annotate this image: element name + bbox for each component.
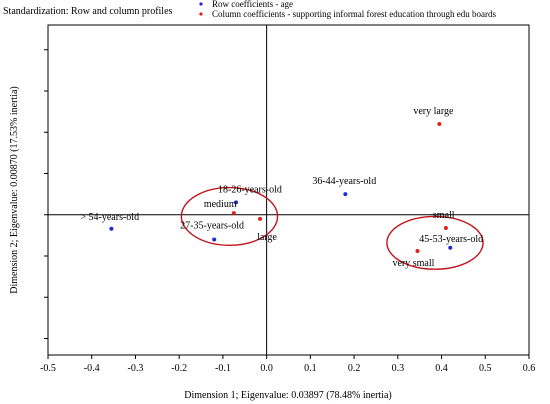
legend-marker-2 [199, 12, 203, 16]
x-tick-label: -0.5 [40, 363, 56, 374]
point-27-35-years-old [212, 237, 217, 242]
x-tick-label: 0.2 [348, 363, 361, 374]
cluster-ellipse-2 [386, 215, 484, 270]
point-18-26-years-old [234, 200, 239, 205]
point-label-45-53-years-old: 45-53-years-old [419, 234, 483, 245]
point-label-36-44-years-old: 36-44-years-old [312, 176, 376, 187]
point-label-27-35-years-old: 27-35-years-old [180, 221, 244, 232]
x-tick-label: -0.4 [84, 363, 100, 374]
x-tick-label: 0.3 [392, 363, 405, 374]
point-very-small [415, 249, 420, 254]
x-tick-label: 0.4 [435, 363, 448, 374]
point-36-44-years-old [343, 192, 348, 197]
legend-label-1: Row coefficients - age [212, 0, 293, 9]
x-tick-label: 0.6 [523, 363, 536, 374]
x-tick-label: -0.1 [215, 363, 231, 374]
point-very-large [437, 122, 442, 126]
point-label-very-small: very small [392, 258, 434, 269]
x-axis-ticks: -0.5 -0.4 -0.3 -0.2 -0.1 0.0 0.1 0.2 0.3 0.4 0.5 0.… [40, 355, 535, 374]
point-54-years-old [109, 226, 114, 231]
point-label-54-years-old: > 54-years-old [80, 212, 139, 223]
x-tick-label: 0.5 [479, 363, 492, 374]
x-tick-label: 0.0 [260, 363, 273, 374]
legend-label-2: Column coefficients - supporting informa… [212, 9, 497, 19]
y-axis-label: Dimension 2; Eigenvalue: 0.00870 (17.53%… [9, 86, 20, 293]
x-tick-label: 0.1 [304, 363, 317, 374]
cluster-ellipses [180, 186, 484, 270]
cluster-ellipse-1 [180, 186, 279, 246]
point-label-18-26-years-old: 18-26-years-old [218, 184, 282, 195]
x-axis-label: Dimension 1; Eigenvalue: 0.03897 (78.48%… [184, 390, 391, 401]
point-label-very-large: very large [413, 106, 454, 117]
y-axis-ticks [44, 49, 48, 339]
x-tick-label: -0.2 [171, 363, 187, 374]
point-label-large: large [257, 232, 277, 243]
point-small [443, 225, 448, 230]
x-tick-label: -0.3 [128, 363, 144, 374]
point-label-medium: medium [204, 199, 237, 210]
standardization-header: Standardization: Row and column profiles [3, 6, 173, 17]
legend-marker-1 [199, 2, 203, 6]
plot-frame [47, 24, 530, 356]
point-medium [231, 211, 236, 216]
point-label-small: small [433, 210, 455, 221]
point-labels: 18-26-years-old 27-35-years-old 36-44-year… [80, 106, 483, 269]
point-large [258, 216, 263, 221]
point-45-53-years-old [448, 245, 453, 250]
data-points [109, 122, 453, 254]
reference-lines [48, 25, 529, 355]
